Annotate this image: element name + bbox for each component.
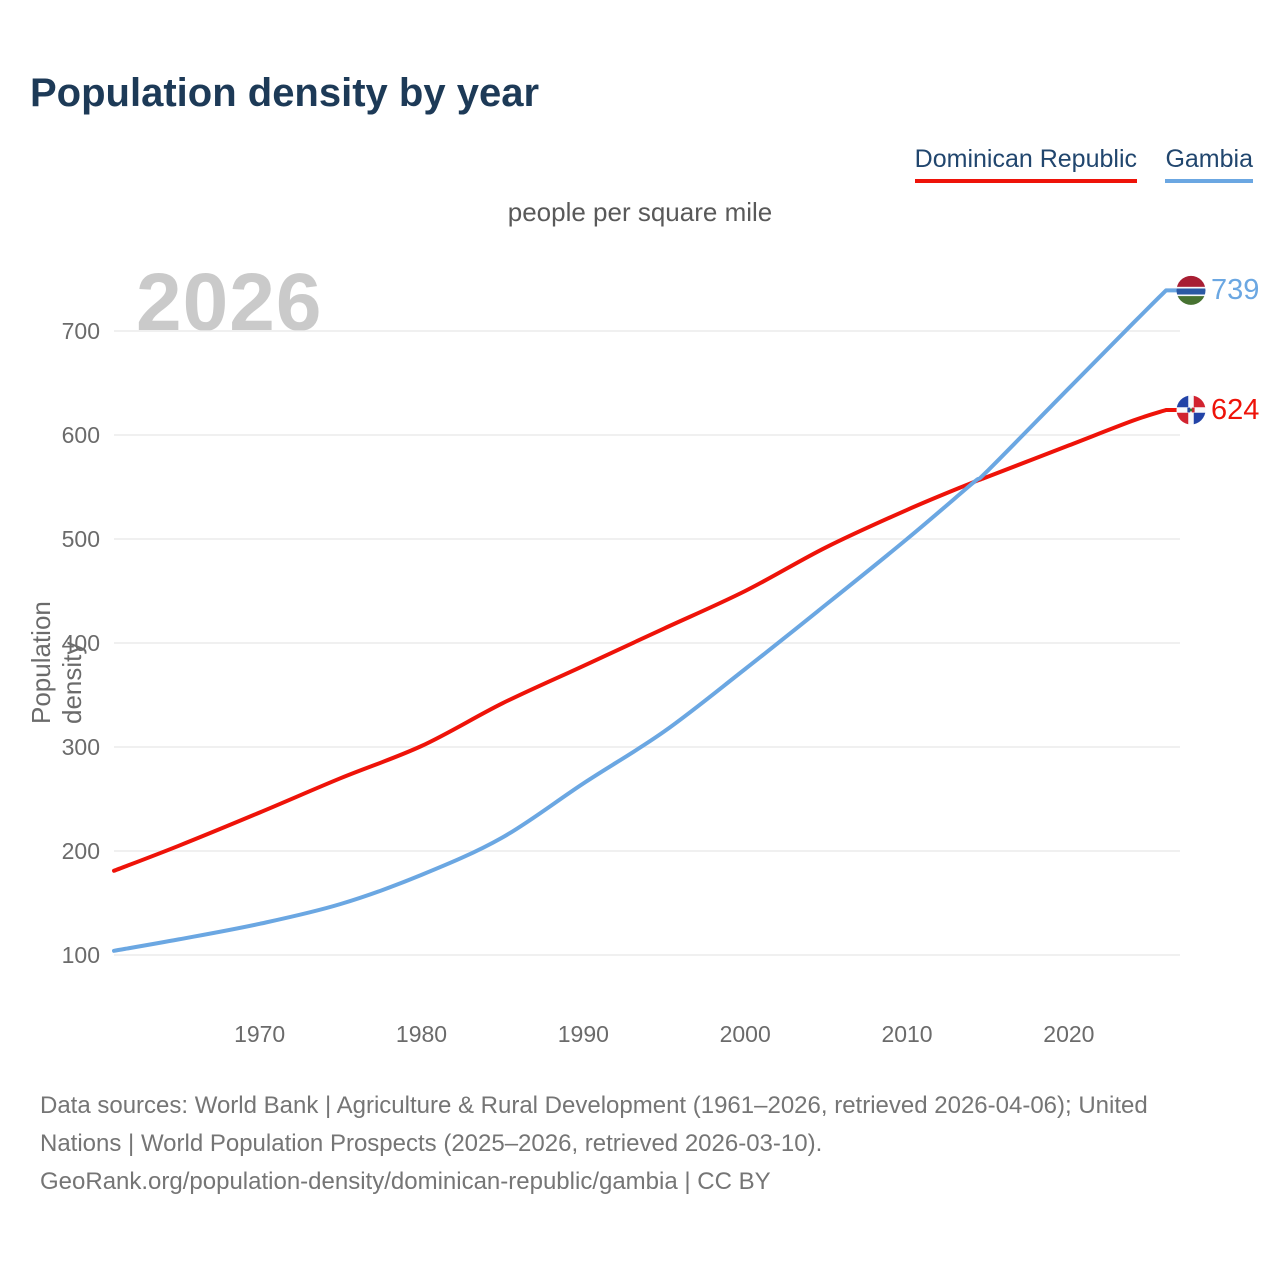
footer-line: GeoRank.org/population-density/dominican… xyxy=(40,1168,771,1195)
y-tick-label: 400 xyxy=(61,630,100,656)
data-sources-footer: Data sources: World Bank | Agriculture &… xyxy=(40,1087,1255,1201)
page-title: Population density by year xyxy=(30,71,540,115)
series-lines xyxy=(112,288,1178,953)
x-tick-label: 1980 xyxy=(395,1021,448,1047)
footer-line: Data sources: World Bank | Agriculture &… xyxy=(40,1092,1148,1119)
unit-label: people per square mile xyxy=(507,197,773,227)
x-tick-label: 2000 xyxy=(719,1021,771,1047)
y-tick-label: 200 xyxy=(61,838,100,864)
x-tick-label: 1990 xyxy=(557,1021,609,1047)
legend-item-gambia[interactable]: Gambia xyxy=(1165,145,1253,183)
y-tick-label: 100 xyxy=(61,942,100,968)
y-tick-label: 500 xyxy=(61,526,100,552)
y-tick-label: 700 xyxy=(61,318,100,344)
series-line-gambia xyxy=(112,288,1178,953)
year-watermark: 2026 xyxy=(136,257,323,348)
legend: Dominican Republic Gambia xyxy=(891,145,1253,183)
gambia-flag-icon xyxy=(1176,275,1206,305)
series-line-dominican-republic xyxy=(112,408,1178,873)
x-tick-label: 2010 xyxy=(881,1021,933,1047)
end-value-gambia: 739 xyxy=(1211,274,1260,307)
end-value-dominican-republic: 624 xyxy=(1211,394,1260,427)
gridlines xyxy=(114,330,1180,956)
x-tick-label: 2020 xyxy=(1043,1021,1095,1047)
footer-line: Nations | World Population Prospects (20… xyxy=(40,1130,823,1157)
dominican-republic-flag-icon xyxy=(1176,395,1206,425)
x-tick-label: 1970 xyxy=(234,1021,286,1047)
legend-item-dominican-republic[interactable]: Dominican Republic xyxy=(914,145,1137,183)
y-tick-label: 600 xyxy=(61,422,100,448)
y-tick-label: 300 xyxy=(61,734,100,760)
